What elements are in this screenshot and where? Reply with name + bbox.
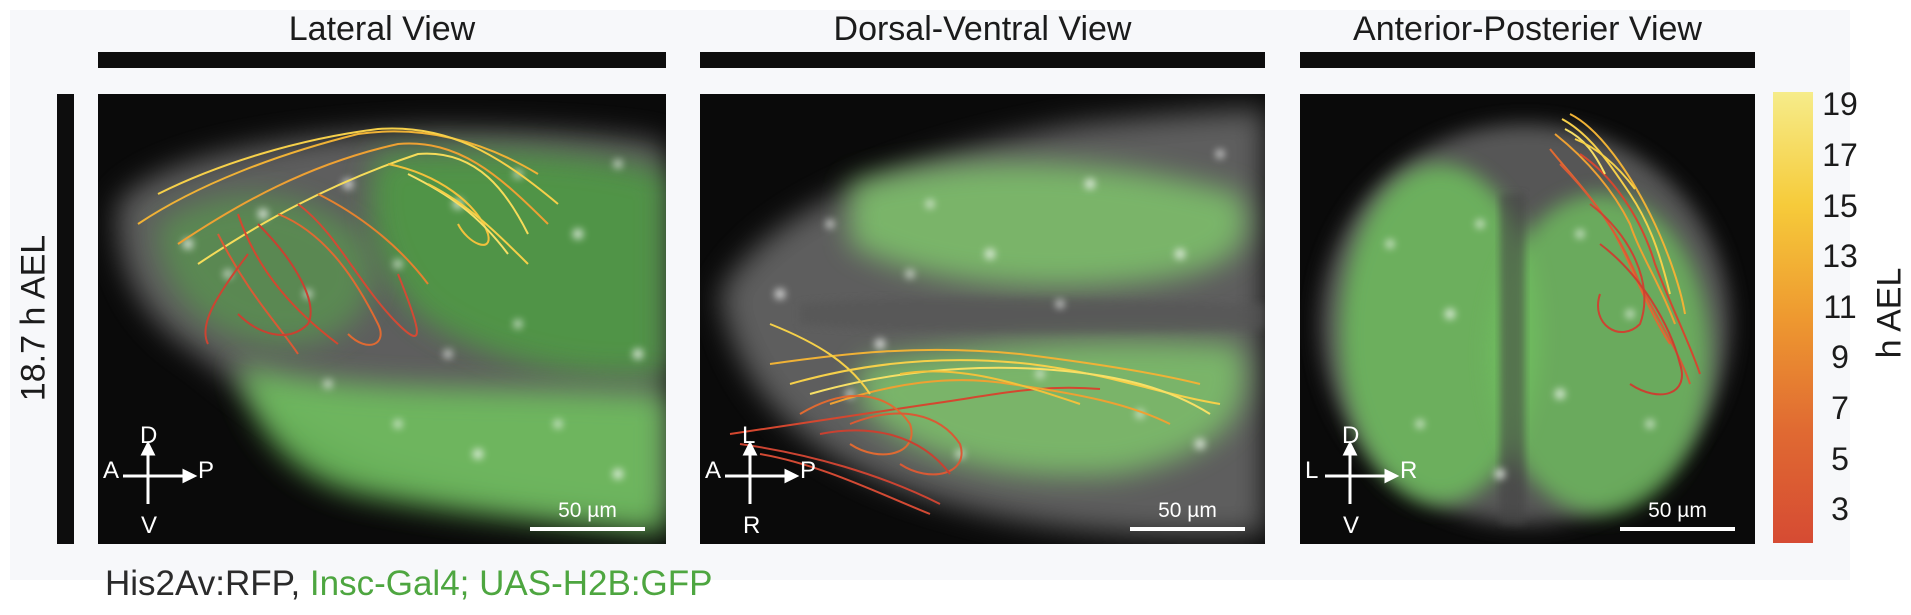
lateral-micrograph [117,127,666,534]
scale-bar-dorsal-ventral [1130,527,1245,531]
colorbar-tick: 11 [1823,289,1857,325]
axis-down-lateral: V [141,512,158,539]
panel-dorsal-ventral: L A P R 50 µm [700,94,1265,544]
title-bar-dorsal-ventral [700,52,1265,68]
axis-left-lateral: A [103,457,120,484]
colorbar-tick: 3 [1831,491,1849,527]
axis-up-anterior-posterior: D [1342,422,1360,449]
axis-down-dorsal-ventral: R [743,512,761,539]
view-title-dorsal-ventral: Dorsal-Ventral View [833,10,1132,48]
colorbar-tick: 7 [1831,390,1849,426]
dorsal-ventral-micrograph [720,109,1265,536]
caption-gfp: Insc-Gal4; UAS-H2B:GFP [309,564,713,603]
colorbar-tick: 15 [1822,188,1858,224]
caption-rfp: His2Av:RFP, [105,564,310,603]
colorbar [1773,92,1813,543]
colorbar-tick: 19 [1822,86,1858,122]
scale-label-dorsal-ventral: 50 µm [1158,499,1217,522]
title-bar-lateral [98,52,666,68]
axis-down-anterior-posterior: V [1343,512,1360,539]
axis-up-dorsal-ventral: L [742,422,756,449]
view-title-anterior-posterior: Anterior-Posterier View [1353,10,1702,48]
figure-caption: His2Av:RFP, Insc-Gal4; UAS-H2B:GFP [105,564,713,604]
axis-right-lateral: P [198,457,215,484]
colorbar-tick: 5 [1831,441,1849,477]
axis-up-lateral: D [140,422,158,449]
panel-lateral: D A P V 50 µm [98,94,666,544]
title-bar-anterior-posterior [1300,52,1755,68]
colorbar-tick: 13 [1822,238,1858,274]
axis-right-dorsal-ventral: P [800,457,817,484]
row-bar [57,94,74,544]
anterior-posterior-micrograph [1320,113,1730,524]
scale-label-anterior-posterior: 50 µm [1648,499,1707,522]
scale-bar-anterior-posterior [1620,527,1735,531]
panel-anterior-posterior: D L R V 50 µm [1300,94,1755,544]
colorbar-tick: 9 [1831,339,1849,375]
axis-left-dorsal-ventral: A [705,457,722,484]
scale-bar-lateral [530,527,645,531]
view-title-lateral: Lateral View [288,10,476,48]
colorbar-tick: 17 [1822,137,1858,173]
axis-right-anterior-posterior: R [1400,457,1418,484]
scale-label-lateral: 50 µm [558,499,617,522]
axis-left-anterior-posterior: L [1305,457,1319,484]
